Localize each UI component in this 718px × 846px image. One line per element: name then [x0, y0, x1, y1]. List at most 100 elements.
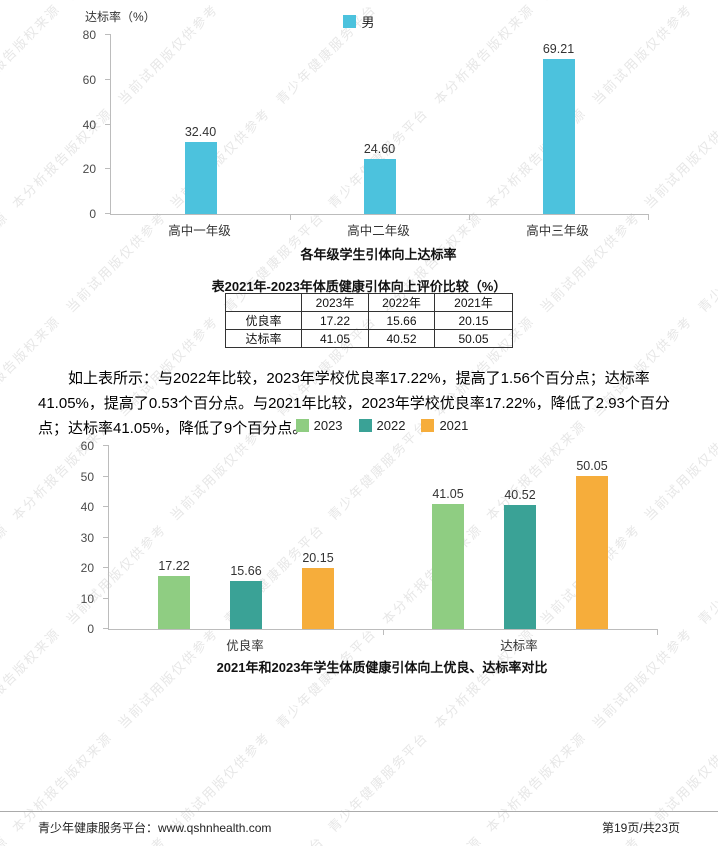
bar-男-高中二年级: 24.60	[363, 142, 396, 214]
x-axis-category-label: 高中三年级	[526, 224, 589, 238]
bar-男-高中一年级: 32.40	[184, 125, 217, 214]
bar-男-高中三年级: 69.21	[542, 42, 575, 214]
table-value-cell: 17.22	[301, 311, 369, 330]
y-tick-mark	[103, 536, 109, 538]
analysis-paragraph: 如上表所示：与2022年比较，2023年学校优良率17.22%，提高了1.56个…	[38, 370, 670, 437]
legend-swatch	[295, 419, 309, 432]
bar-value-label: 69.21	[542, 42, 575, 57]
y-tick-label: 30	[80, 530, 94, 545]
x-axis-category-label: 达标率	[500, 639, 538, 653]
yearly-comparison-bar-chart: 2023 2022 2021 0 10 20 30 40 50 60 17.22 15.66 20.…	[0, 416, 718, 680]
y-tick-label: 20	[80, 561, 94, 575]
table-row: 优良率 17.22 15.66 20.15	[225, 311, 513, 330]
x-tick-mark	[657, 629, 658, 635]
table-row-label-cell: 优良率	[225, 311, 302, 330]
bar-2021-达标率: 50.05	[576, 459, 608, 629]
table-title: 表2021年-2023年体质健康引体向上评价比较（%）	[211, 279, 507, 294]
bar-value-label: 50.05	[576, 459, 608, 474]
bar-group: 69.21	[469, 35, 648, 214]
table-header-cell	[225, 293, 302, 312]
bar-value-label: 15.66	[230, 564, 262, 579]
y-axis-ticks: 0 20 40 60 80	[70, 29, 104, 220]
x-axis-labels: 高中一年级 高中二年级 高中三年级	[110, 220, 647, 239]
y-tick-mark	[105, 213, 111, 214]
legend-item: 2022	[358, 418, 406, 433]
bar-value-label: 17.22	[158, 559, 190, 574]
chart-legend: 2023 2022 2021	[108, 418, 656, 433]
y-tick-label: 10	[80, 591, 94, 606]
bar-2022-优良率: 15.66	[230, 564, 262, 629]
comparison-table: 2023年 2022年 2021年 优良率 17.22 15.66 20.15 达标率 41.0…	[225, 293, 513, 348]
bar-2023-优良率: 17.22	[158, 559, 190, 629]
bar-group: 41.05 40.52 50.05	[383, 446, 657, 629]
bar-value-label: 40.52	[504, 488, 536, 503]
legend-label: 2021	[439, 418, 469, 433]
table-header-cell: 2022年	[368, 293, 435, 312]
legend-swatch	[358, 419, 372, 432]
chart-plot-area: 0 20 40 60 80 32.40 24.60 69.21	[83, 29, 649, 220]
y-tick-mark	[105, 123, 111, 125]
y-tick-mark	[103, 628, 109, 629]
table-header-row: 2023年 2022年 2021年	[225, 293, 513, 312]
y-tick-label: 0	[87, 622, 94, 636]
table-value-cell: 20.15	[434, 311, 513, 330]
x-tick-mark	[469, 214, 470, 220]
table-value-cell: 40.52	[368, 329, 435, 348]
y-axis-ticks: 0 10 20 30 40 50 60	[68, 440, 102, 635]
y-tick-label: 80	[82, 28, 96, 42]
y-axis-title: 达标率（%）	[85, 10, 156, 24]
table-header-cell: 2023年	[301, 293, 369, 312]
table-header-cell: 2021年	[434, 293, 513, 312]
bar-group: 24.60	[290, 35, 469, 214]
page-footer: 青少年健康服务平台：www.qshnhealth.com 第19页/共23页	[0, 811, 718, 836]
y-tick-mark	[103, 475, 109, 477]
legend-swatch	[421, 419, 435, 432]
legend-item: 男	[343, 12, 375, 31]
legend-label: 2022	[376, 418, 406, 433]
x-tick-mark	[290, 214, 291, 220]
footer-page-number: 第19页/共23页	[601, 821, 680, 835]
y-tick-label: 40	[80, 500, 94, 514]
y-tick-mark	[103, 506, 109, 507]
y-tick-label: 50	[80, 469, 94, 484]
y-tick-label: 20	[82, 162, 96, 177]
chart-plot-area: 0 10 20 30 40 50 60 17.22 15.66 20.15 41.05 40.52 5…	[81, 440, 658, 635]
bar-2023-达标率: 41.05	[432, 487, 464, 629]
table-value-cell: 41.05	[301, 329, 369, 348]
chart-legend: 男	[0, 12, 718, 31]
y-tick-mark	[105, 168, 111, 170]
x-tick-mark	[383, 629, 384, 635]
chart-title: 2021年和2023年学生体质健康引体向上优良、达标率对比	[216, 660, 548, 675]
x-axis-category-label: 高中二年级	[347, 224, 410, 238]
x-axis-category-label: 优良率	[226, 639, 264, 653]
legend-item: 2023	[295, 418, 343, 433]
y-tick-label: 60	[82, 72, 96, 87]
bar-groups: 32.40 24.60 69.21	[111, 35, 648, 214]
table-value-cell: 15.66	[368, 311, 435, 330]
bar-value-label: 41.05	[432, 486, 464, 501]
legend-swatch	[343, 15, 357, 28]
bar-value-label: 20.15	[302, 550, 334, 565]
chart-title: 各年级学生引体向上达标率	[300, 247, 457, 262]
y-tick-mark	[105, 78, 111, 80]
bar-2022-达标率: 40.52	[504, 488, 536, 629]
bar-group: 32.40	[111, 35, 290, 214]
table-value-cell: 50.05	[434, 329, 513, 348]
bar-2021-优良率: 20.15	[302, 551, 334, 629]
grade-passrate-bar-chart: 达标率（%） 男 0 20 40 60 80 32.40 24.60 69.21 高中一年级…	[0, 6, 718, 270]
y-tick-mark	[103, 567, 109, 568]
legend-label: 2023	[313, 418, 343, 433]
legend-item: 2021	[421, 418, 468, 433]
y-tick-mark	[105, 34, 111, 35]
legend-label: 男	[361, 15, 375, 30]
bar-group: 17.22 15.66 20.15	[109, 446, 383, 629]
bar-value-label: 24.60	[363, 141, 396, 156]
table-row: 达标率 41.05 40.52 50.05	[225, 329, 513, 348]
y-tick-label: 0	[89, 207, 96, 221]
footer-platform-url: 青少年健康服务平台：www.qshnhealth.com	[38, 821, 272, 835]
y-tick-label: 40	[82, 117, 96, 132]
y-tick-label: 60	[80, 439, 94, 453]
bar-value-label: 32.40	[184, 124, 217, 139]
